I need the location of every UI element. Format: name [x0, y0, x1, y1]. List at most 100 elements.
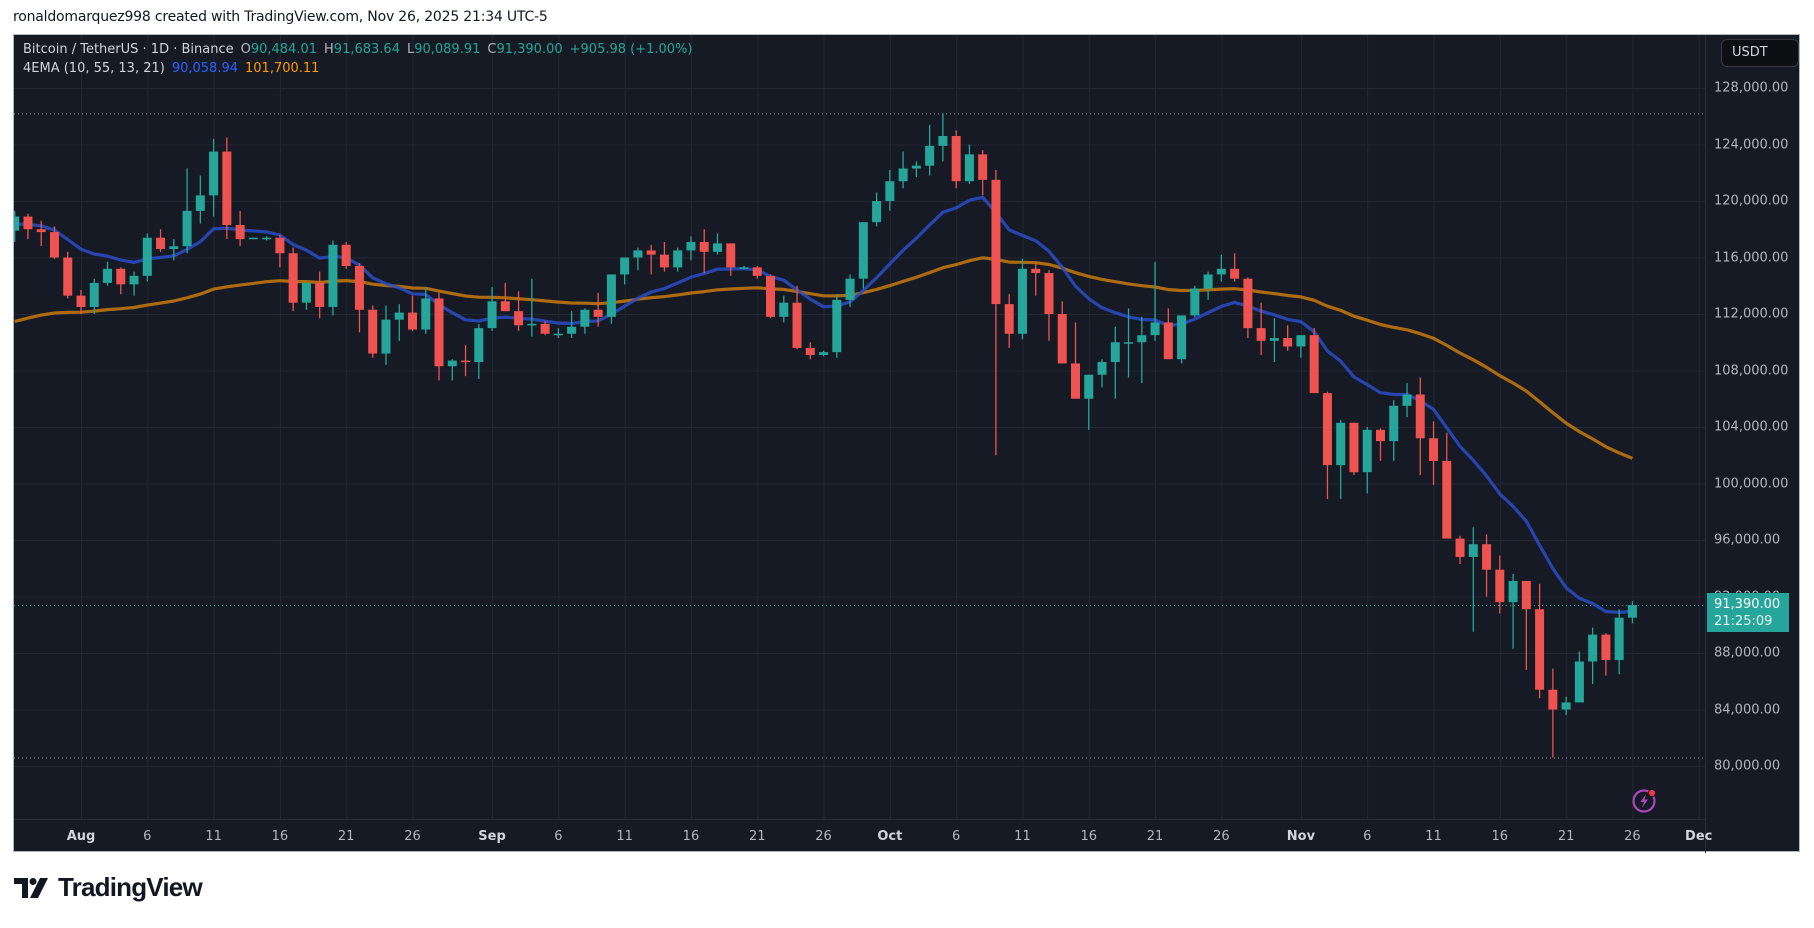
candle — [447, 359, 457, 381]
candle — [1495, 555, 1505, 614]
candle — [673, 247, 683, 272]
candle — [1627, 601, 1637, 624]
candle — [23, 213, 33, 240]
symbol-row: Bitcoin / TetherUS · 1D · Binance O90,484… — [23, 42, 693, 57]
candle — [832, 294, 842, 358]
candle — [1482, 534, 1492, 597]
candle — [1389, 400, 1399, 461]
high-value: 91,683.64 — [333, 42, 400, 57]
open-value: 90,484.01 — [250, 42, 318, 57]
candle — [1044, 270, 1054, 341]
indicator-title[interactable]: 4EMA (10, 55, 13, 21) — [23, 61, 165, 76]
time-label: Dec — [1685, 829, 1713, 844]
candle — [381, 305, 391, 365]
candle — [1163, 308, 1173, 360]
candle — [1283, 325, 1293, 351]
candle — [620, 257, 630, 285]
candle — [195, 175, 205, 224]
candle — [1269, 318, 1279, 363]
candle — [1243, 277, 1253, 339]
candle — [858, 222, 868, 289]
candle — [116, 267, 126, 295]
time-label: 11 — [1425, 829, 1442, 844]
time-label: Nov — [1286, 829, 1316, 844]
candle — [1535, 583, 1545, 699]
candle — [646, 244, 656, 275]
candle — [951, 130, 961, 189]
candle — [1057, 301, 1067, 364]
last-price-badge: 91,390.00 21:25:09 — [1707, 593, 1789, 632]
price-label: 112,000.00 — [1714, 306, 1789, 322]
candle — [686, 236, 696, 261]
bar-countdown: 21:25:09 — [1714, 614, 1773, 629]
candle — [1190, 285, 1200, 317]
time-label: 21 — [748, 829, 766, 844]
candle — [156, 229, 166, 252]
candle — [1322, 391, 1332, 500]
price-label: 80,000.00 — [1714, 758, 1781, 774]
time-label: 21 — [1557, 829, 1575, 844]
candle — [633, 247, 643, 271]
candle — [872, 192, 882, 227]
time-label: 6 — [952, 829, 961, 844]
candle — [580, 308, 590, 334]
last-price-value: 91,390.00 — [1714, 597, 1781, 612]
price-label: 104,000.00 — [1714, 419, 1789, 435]
time-label: 6 — [143, 829, 152, 844]
time-label: Oct — [877, 829, 903, 844]
time-label: 16 — [271, 829, 289, 844]
candle — [1349, 422, 1359, 476]
candle — [819, 350, 829, 357]
candle — [792, 285, 802, 350]
candle — [89, 278, 99, 314]
candle — [1614, 609, 1624, 675]
candle — [527, 278, 537, 337]
candle — [991, 169, 1001, 456]
tradingview-wordmark: TradingView — [58, 872, 203, 902]
currency-selector[interactable]: USDT — [1721, 39, 1799, 67]
candle — [699, 229, 709, 274]
candle — [1004, 294, 1014, 348]
time-label: 11 — [205, 829, 222, 844]
candle — [938, 113, 948, 162]
candle — [845, 274, 855, 307]
candle — [354, 263, 364, 333]
candle — [1415, 377, 1425, 476]
candle — [766, 274, 776, 319]
lightning-alert-icon[interactable] — [1631, 786, 1659, 814]
candle — [288, 247, 298, 312]
candle — [474, 323, 484, 379]
candle — [726, 243, 736, 276]
chart-legend: Bitcoin / TetherUS · 1D · Binance O90,484… — [23, 40, 700, 78]
candle — [1309, 328, 1319, 394]
candle — [593, 292, 603, 327]
candle — [1375, 428, 1385, 461]
candle — [368, 305, 378, 358]
candle — [1468, 527, 1478, 632]
candlestick-plot[interactable] — [14, 35, 1705, 819]
candle — [182, 168, 192, 254]
candle — [885, 169, 895, 211]
time-label: 16 — [1491, 829, 1509, 844]
price-label: 128,000.00 — [1714, 80, 1789, 96]
candle — [103, 261, 113, 286]
candle — [779, 295, 789, 323]
time-label: 21 — [337, 829, 355, 844]
tradingview-logo: TradingView — [14, 872, 203, 903]
candle — [235, 210, 245, 247]
candle — [805, 342, 815, 360]
time-label: Sep — [478, 829, 506, 844]
candle — [1097, 359, 1107, 388]
candle — [1256, 302, 1266, 355]
chart-pane[interactable]: Bitcoin / TetherUS · 1D · Binance O90,484… — [14, 35, 1705, 819]
time-axis[interactable]: Aug 6 11 16 21 26 Sep 6 11 16 21 26 Oct 6 11 16 21 26 Nov 6… — [14, 819, 1712, 851]
candle — [1137, 316, 1147, 384]
candle — [898, 151, 908, 189]
candle — [1071, 322, 1080, 399]
candle — [301, 282, 311, 310]
symbol-title[interactable]: Bitcoin / TetherUS · 1D · Binance — [23, 42, 234, 57]
price-label: 100,000.00 — [1714, 476, 1789, 491]
candle — [553, 328, 563, 339]
price-axis[interactable]: USDT 128,000.00 124,000.00 120,000.00 116,0… — [1705, 35, 1799, 853]
candle — [739, 265, 749, 269]
